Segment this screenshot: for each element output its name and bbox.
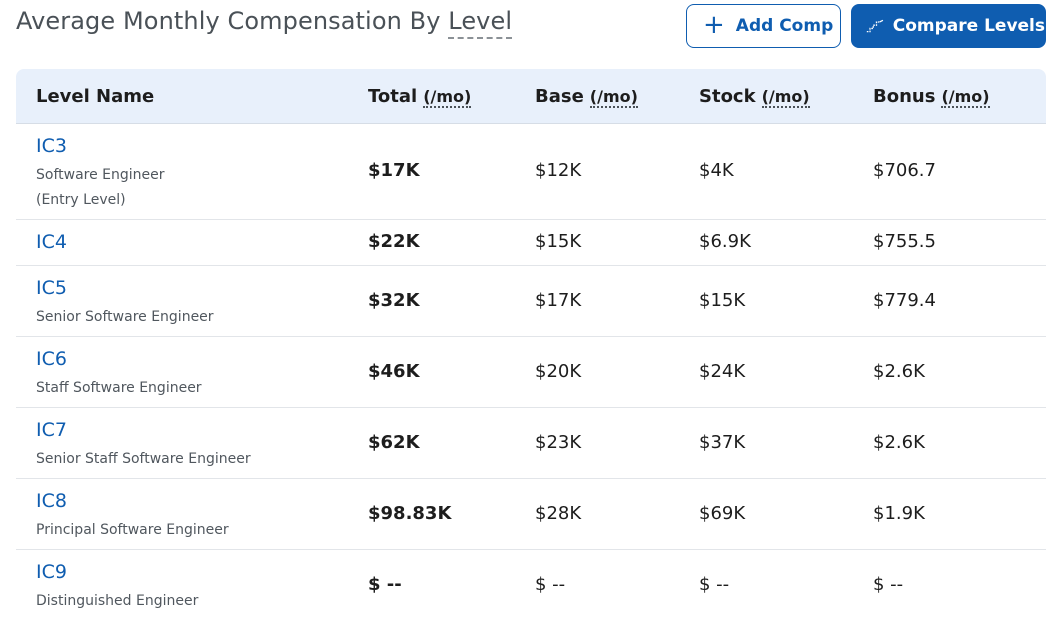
bonus-value: $2.6K <box>873 432 925 453</box>
bonus-value: $1.9K <box>873 503 925 524</box>
plus-icon: + <box>703 10 725 40</box>
base-value: $ -- <box>535 574 566 595</box>
col-header-stock[interactable]: Stock (/mo) <box>699 86 810 108</box>
compare-levels-button[interactable]: Compare Levels <box>851 4 1046 48</box>
compare-levels-label: Compare Levels <box>892 16 1045 36</box>
stock-value: $24K <box>699 361 746 382</box>
total-value: $17K <box>368 160 420 181</box>
stock-value: $ -- <box>699 574 730 595</box>
level-tooltip-link[interactable]: Level <box>448 7 513 39</box>
level-link[interactable]: IC6 <box>36 348 67 370</box>
page-title: Average Monthly Compensation By Level <box>16 7 513 39</box>
table-row[interactable]: IC4 $22K $15K $6.9K $755.5 <box>16 220 1046 266</box>
total-value: $46K <box>368 361 420 382</box>
col-header-level[interactable]: Level Name <box>36 86 154 107</box>
stock-value: $15K <box>699 290 746 311</box>
bonus-value: $2.6K <box>873 361 925 382</box>
total-value: $32K <box>368 290 420 311</box>
total-value: $62K <box>368 432 420 453</box>
total-value: $ -- <box>368 574 402 595</box>
col-header-bonus-label: Bonus <box>873 86 936 107</box>
bonus-value: $ -- <box>873 574 904 595</box>
col-header-stock-label: Stock <box>699 86 756 107</box>
level-link[interactable]: IC3 <box>36 135 67 157</box>
base-value: $15K <box>535 231 582 252</box>
level-title: Principal Software Engineer <box>36 522 229 538</box>
bonus-value: $706.7 <box>873 160 936 181</box>
table-row[interactable]: IC8 Principal Software Engineer $98.83K … <box>16 479 1046 550</box>
col-header-base[interactable]: Base (/mo) <box>535 86 638 108</box>
level-link[interactable]: IC7 <box>36 419 67 441</box>
col-header-level-label: Level Name <box>36 86 155 107</box>
level-title-line2: (Entry Level) <box>36 192 126 208</box>
level-title: Senior Staff Software Engineer <box>36 451 251 467</box>
table-row[interactable]: IC7 Senior Staff Software Engineer $62K … <box>16 408 1046 479</box>
unit-tooltip[interactable]: (/mo) <box>761 87 810 108</box>
col-header-bonus[interactable]: Bonus (/mo) <box>873 86 990 108</box>
level-link[interactable]: IC4 <box>36 231 67 253</box>
level-title: Software Engineer <box>36 167 165 183</box>
table-row[interactable]: IC9 Distinguished Engineer $ -- $ -- $ -… <box>16 550 1046 621</box>
unit-tooltip[interactable]: (/mo) <box>941 87 990 108</box>
total-value: $98.83K <box>368 503 452 524</box>
level-title: Senior Software Engineer <box>36 309 214 325</box>
table-row[interactable]: IC6 Staff Software Engineer $46K $20K $2… <box>16 337 1046 408</box>
unit-tooltip[interactable]: (/mo) <box>423 87 472 108</box>
bonus-value: $755.5 <box>873 231 936 252</box>
level-link[interactable]: IC8 <box>36 490 67 512</box>
table-row[interactable]: IC3 Software Engineer (Entry Level) $17K… <box>16 124 1046 220</box>
level-link[interactable]: IC9 <box>36 561 67 583</box>
table-row[interactable]: IC5 Senior Software Engineer $32K $17K $… <box>16 266 1046 337</box>
level-title: Staff Software Engineer <box>36 380 202 396</box>
stock-value: $6.9K <box>699 231 751 252</box>
col-header-total[interactable]: Total (/mo) <box>368 86 472 108</box>
stock-value: $4K <box>699 160 734 181</box>
level-title: Distinguished Engineer <box>36 593 199 609</box>
total-value: $22K <box>368 231 420 252</box>
table-header: Level Name Total (/mo) Base (/mo) Stock (/m… <box>16 69 1046 124</box>
base-value: $23K <box>535 432 582 453</box>
col-header-base-label: Base <box>535 86 584 107</box>
unit-tooltip[interactable]: (/mo) <box>589 87 638 108</box>
stock-value: $69K <box>699 503 746 524</box>
level-link[interactable]: IC5 <box>36 277 67 299</box>
base-value: $17K <box>535 290 582 311</box>
stairs-chart-icon <box>866 19 884 33</box>
col-header-total-label: Total <box>368 86 418 107</box>
base-value: $12K <box>535 160 582 181</box>
add-comp-button[interactable]: + Add Comp <box>686 4 841 48</box>
page-header: Average Monthly Compensation By Level + … <box>0 0 1053 60</box>
base-value: $20K <box>535 361 582 382</box>
compensation-table: Level Name Total (/mo) Base (/mo) Stock (/m… <box>16 69 1046 621</box>
bonus-value: $779.4 <box>873 290 936 311</box>
add-comp-label: Add Comp <box>735 16 834 36</box>
base-value: $28K <box>535 503 582 524</box>
page-title-text: Average Monthly Compensation By <box>16 7 441 35</box>
stock-value: $37K <box>699 432 746 453</box>
